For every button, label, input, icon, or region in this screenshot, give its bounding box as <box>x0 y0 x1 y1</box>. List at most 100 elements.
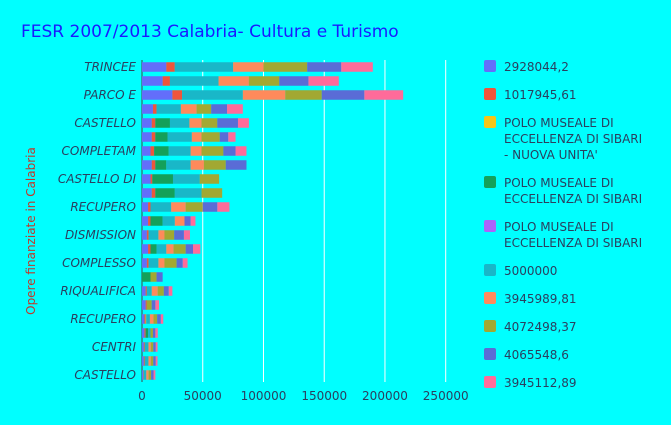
bar-segment <box>142 146 151 156</box>
bar-segment <box>174 216 185 226</box>
x-tick-label: 0 <box>138 389 146 403</box>
bar-segment <box>171 202 186 212</box>
bar-segment <box>248 76 280 86</box>
bar-segment <box>145 300 147 310</box>
bar-segment <box>142 258 147 268</box>
legend-label: POLO MUSEALE DI ECCELLENZA DI SIBARI <box>504 176 642 206</box>
bar-segment <box>146 314 150 324</box>
bar-segment <box>142 160 152 170</box>
bar-segment <box>142 300 146 310</box>
bar-segment <box>142 314 145 324</box>
y-tick-label: RIQUALIFICA <box>60 284 136 298</box>
legend-swatch <box>484 292 496 304</box>
bar-segment <box>217 118 238 128</box>
bar-segment <box>150 244 157 254</box>
bar-segment <box>201 146 224 156</box>
legend-swatch <box>484 176 496 188</box>
bar-segment <box>157 286 164 296</box>
bar-segment <box>176 258 183 268</box>
bar-segment <box>190 160 204 170</box>
y-tick-label: COMPLESSO <box>62 256 136 270</box>
bar-segment <box>155 300 160 310</box>
legend-swatch <box>484 348 496 360</box>
bar-segment <box>185 202 203 212</box>
bar-segment <box>235 146 247 156</box>
bar-segment <box>144 314 146 324</box>
bar-segment <box>162 76 170 86</box>
bar-segment <box>142 188 152 198</box>
y-tick-label: RECUPERO <box>70 200 136 214</box>
bar-segment <box>150 356 154 366</box>
bar-segment <box>225 160 247 170</box>
bar-segment <box>142 118 152 128</box>
bar-segment <box>166 62 175 72</box>
bar-segment <box>154 146 169 156</box>
bar-segment <box>149 314 154 324</box>
bar-segment <box>237 118 249 128</box>
bar-segment <box>150 272 157 282</box>
bar-segment <box>151 118 156 128</box>
y-tick-label: PARCO E <box>84 88 137 102</box>
bar-segment <box>142 286 146 296</box>
bar-segment <box>150 146 155 156</box>
bar-segment <box>144 356 149 366</box>
bar-segment <box>203 160 226 170</box>
bar-segment <box>142 244 149 254</box>
y-tick-label: TRINCEE <box>84 60 136 74</box>
bar-segment <box>158 230 165 240</box>
bar-segment <box>150 202 172 212</box>
y-tick-labels: TRINCEE PARCO E CASTELLO COMPLETAM CASTELLO … <box>58 60 137 382</box>
bar-segment <box>148 370 152 380</box>
bar-segment <box>153 356 156 366</box>
bar-segment <box>152 104 157 114</box>
bar-segment <box>152 174 173 184</box>
bar-segment <box>185 244 194 254</box>
legend-swatch <box>484 88 496 100</box>
bar-segment <box>148 328 151 338</box>
bar-segment <box>242 90 286 100</box>
bar-segment <box>166 244 174 254</box>
bar-segment <box>167 132 192 142</box>
bar-segment <box>155 342 158 352</box>
bar-segment <box>150 174 153 184</box>
bar-segment <box>142 132 152 142</box>
bar-segment <box>148 202 151 212</box>
bar-segment <box>219 132 229 142</box>
bar-segment <box>156 104 181 114</box>
bar-segment <box>166 160 191 170</box>
bar-segment <box>151 160 156 170</box>
bar-segment <box>142 342 144 352</box>
bar-segment <box>151 286 158 296</box>
bar-segment <box>173 244 186 254</box>
legend-label: POLO MUSEALE DI ECCELLENZA DI SIBARI - NUO… <box>504 116 642 162</box>
legend-label: 3945989,81 <box>504 292 577 306</box>
bar-segment <box>199 174 220 184</box>
bar-segment <box>142 328 145 338</box>
bar-segment <box>172 90 183 100</box>
bar-segment <box>143 370 147 380</box>
legend-swatch <box>484 376 496 388</box>
bar-segment <box>157 314 161 324</box>
bar-segment <box>218 76 249 86</box>
legend-swatch <box>484 116 496 128</box>
bar-segment <box>279 76 309 86</box>
bar-segment <box>146 258 149 268</box>
bar-segment <box>143 370 144 380</box>
legend-label: 4065548,6 <box>504 348 569 362</box>
bar-segment <box>156 244 167 254</box>
bar-segment <box>146 286 152 296</box>
bar-segment <box>153 342 156 352</box>
x-tick-label: 150000 <box>301 389 347 403</box>
bar-segment <box>145 286 147 296</box>
bar-segment <box>155 356 158 366</box>
bar-segment <box>148 244 151 254</box>
bar-segment <box>148 356 151 366</box>
bar-segment <box>201 188 223 198</box>
bar-segment <box>143 356 145 366</box>
bar-segment <box>228 132 236 142</box>
bar-segment <box>145 314 147 324</box>
bar-segment <box>182 90 243 100</box>
bar-segment <box>189 118 202 128</box>
bar-segment <box>145 328 149 338</box>
bar-segment <box>142 230 147 240</box>
